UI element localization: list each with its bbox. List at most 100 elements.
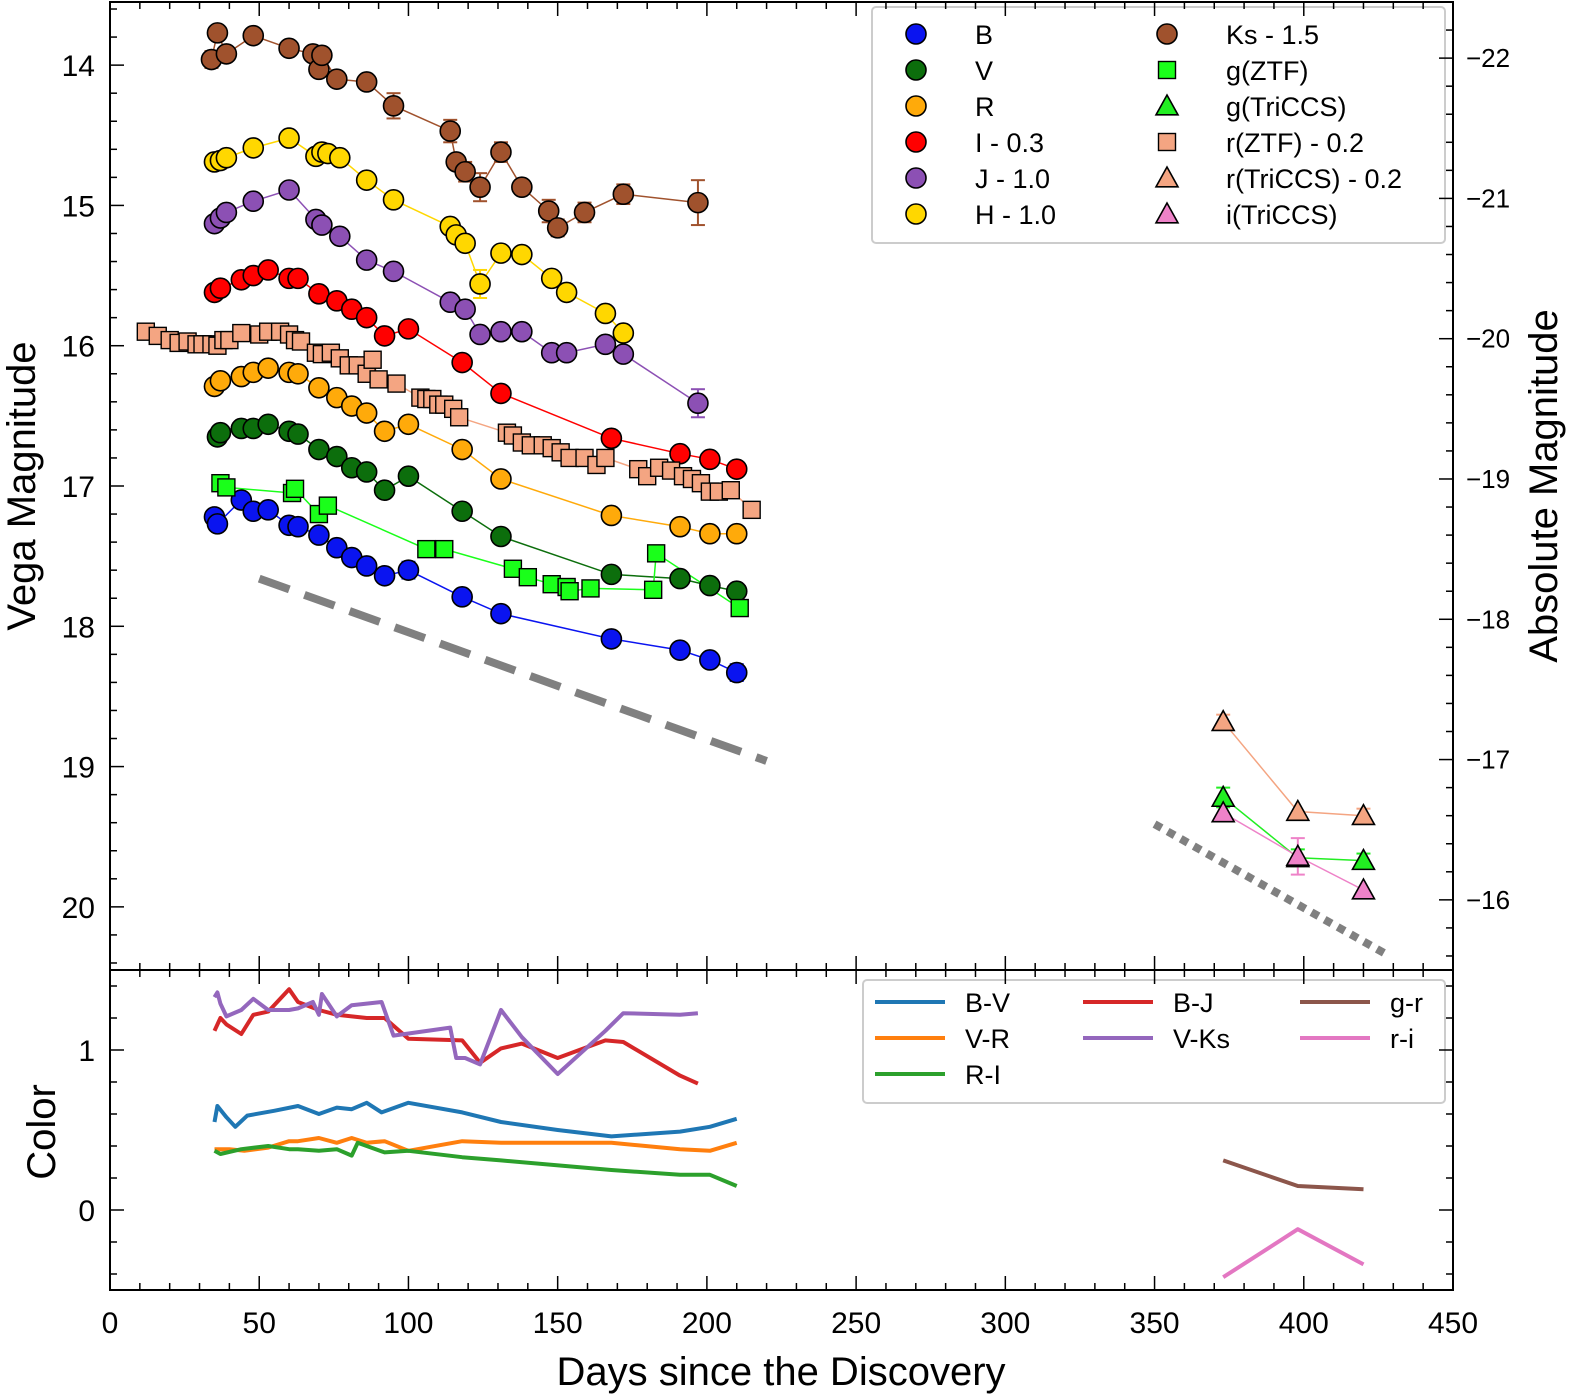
y-tick-label: 17 xyxy=(62,471,95,504)
point-h-1-0 xyxy=(278,127,300,149)
point-v xyxy=(308,438,330,461)
point-h-1-0 xyxy=(540,267,563,290)
point-g-ztf xyxy=(318,496,338,515)
point-i-0-3 xyxy=(600,427,623,450)
y-tick-label: 20 xyxy=(62,892,95,925)
point-j-1-0 xyxy=(612,343,635,365)
legend-label: i(TriCCS) xyxy=(1226,200,1337,230)
color-legend-label: V-R xyxy=(965,1024,1010,1054)
point-h-1-0 xyxy=(612,322,635,344)
y-tick-label: 19 xyxy=(62,752,95,785)
legend-marker xyxy=(905,203,927,225)
point-v xyxy=(451,500,473,523)
point-i-0-3 xyxy=(308,283,330,305)
color-legend-label: r-i xyxy=(1390,1024,1414,1054)
magnitude-markers xyxy=(136,22,1376,900)
x-tick-label: 300 xyxy=(980,1307,1030,1340)
legend-marker xyxy=(1157,60,1177,80)
point-h-1-0 xyxy=(215,146,238,169)
legend-label: r(TriCCS) - 0.2 xyxy=(1226,164,1402,194)
bottom-frame xyxy=(109,969,1454,1291)
y-right-tick-label: −21 xyxy=(1466,183,1510,213)
point-h-1-0 xyxy=(490,242,512,264)
point-b xyxy=(308,524,330,546)
point-r xyxy=(257,357,279,379)
point-ks-1-5 xyxy=(537,200,560,222)
point-r-triccs-0-2 xyxy=(1351,803,1376,826)
point-h-1-0 xyxy=(329,146,351,169)
point-h-1-0 xyxy=(242,137,265,159)
reference-line-dashed-decline xyxy=(257,574,768,765)
color-line-r-i xyxy=(213,1140,738,1188)
color-line-g-r xyxy=(1222,1158,1364,1192)
color-legend-label: B-V xyxy=(965,988,1010,1018)
point-v xyxy=(725,580,748,603)
point-r-ztf-0-2 xyxy=(369,370,388,389)
point-ks-1-5 xyxy=(573,201,596,224)
legend-label: R xyxy=(975,92,995,122)
legend-marker xyxy=(1156,23,1178,45)
point-ks-1-5 xyxy=(242,24,265,47)
point-b xyxy=(373,564,396,587)
point-v xyxy=(490,525,512,548)
point-h-1-0 xyxy=(355,169,378,191)
point-ks-1-5 xyxy=(612,183,635,205)
legend-label: J - 1.0 xyxy=(975,164,1050,194)
point-j-1-0 xyxy=(355,249,378,271)
legend-marker xyxy=(905,167,927,189)
legend-marker xyxy=(905,131,927,153)
point-j-1-0 xyxy=(594,333,617,356)
point-g-ztf xyxy=(417,539,436,559)
point-ks-1-5 xyxy=(439,120,462,142)
point-ks-1-5 xyxy=(355,71,378,93)
legend-marker xyxy=(1154,201,1180,224)
reference-decline-lines xyxy=(257,574,1387,957)
point-v xyxy=(397,465,420,487)
point-v xyxy=(209,421,232,444)
point-r-triccs-0-2 xyxy=(1285,798,1311,822)
point-h-1-0 xyxy=(454,232,476,255)
point-ks-1-5 xyxy=(215,43,238,65)
point-j-1-0 xyxy=(687,392,709,415)
point-v xyxy=(287,423,309,445)
point-i-0-3 xyxy=(355,306,378,329)
point-ks-1-5 xyxy=(278,37,300,60)
color-line-b-j xyxy=(212,987,699,1086)
point-i-0-3 xyxy=(287,267,309,290)
x-axis-label: Days since the Discovery xyxy=(556,1350,1005,1394)
point-j-1-0 xyxy=(382,260,405,283)
y-tick-label: 14 xyxy=(62,50,95,83)
point-g-ztf xyxy=(581,579,600,598)
point-h-1-0 xyxy=(469,273,491,295)
point-h-1-0 xyxy=(382,189,405,211)
point-ks-1-5 xyxy=(469,176,491,198)
x-tick-label: 350 xyxy=(1130,1307,1180,1340)
color-legend-label: B-J xyxy=(1173,988,1214,1018)
point-b xyxy=(600,628,623,650)
point-b xyxy=(397,559,420,581)
color-legend: B-V V-R R-I B-J V-Ks g-r r-i xyxy=(862,979,1446,1104)
point-r xyxy=(209,369,232,392)
axes-frames: 0 50 100 150 200 250 300 350 400 4501415161718192… xyxy=(62,1,1510,1340)
legend-marker xyxy=(905,23,927,45)
point-j-1-0 xyxy=(242,190,265,213)
point-v xyxy=(669,567,691,590)
y-right-tick-label: −18 xyxy=(1466,604,1510,634)
legend-label: Ks - 1.5 xyxy=(1226,20,1319,50)
legend-marker xyxy=(1157,132,1177,152)
y-right-tick-label: −16 xyxy=(1466,885,1510,915)
x-tick-label: 150 xyxy=(533,1307,583,1340)
y-tick-label: 15 xyxy=(62,190,95,223)
series-line-i-triccs xyxy=(1222,812,1364,891)
point-r xyxy=(397,413,420,436)
legend-frame xyxy=(871,6,1446,244)
point-b xyxy=(287,515,309,538)
y-right-tick-label: −20 xyxy=(1466,324,1510,354)
x-tick-label: 100 xyxy=(383,1307,433,1340)
legend-label: g(TriCCS) xyxy=(1226,92,1347,122)
color-legend-frame xyxy=(862,979,1446,1104)
point-i-triccs xyxy=(1210,800,1236,823)
point-i-0-3 xyxy=(490,382,512,405)
point-ks-1-5 xyxy=(311,44,333,67)
point-r-ztf-0-2 xyxy=(291,332,311,351)
